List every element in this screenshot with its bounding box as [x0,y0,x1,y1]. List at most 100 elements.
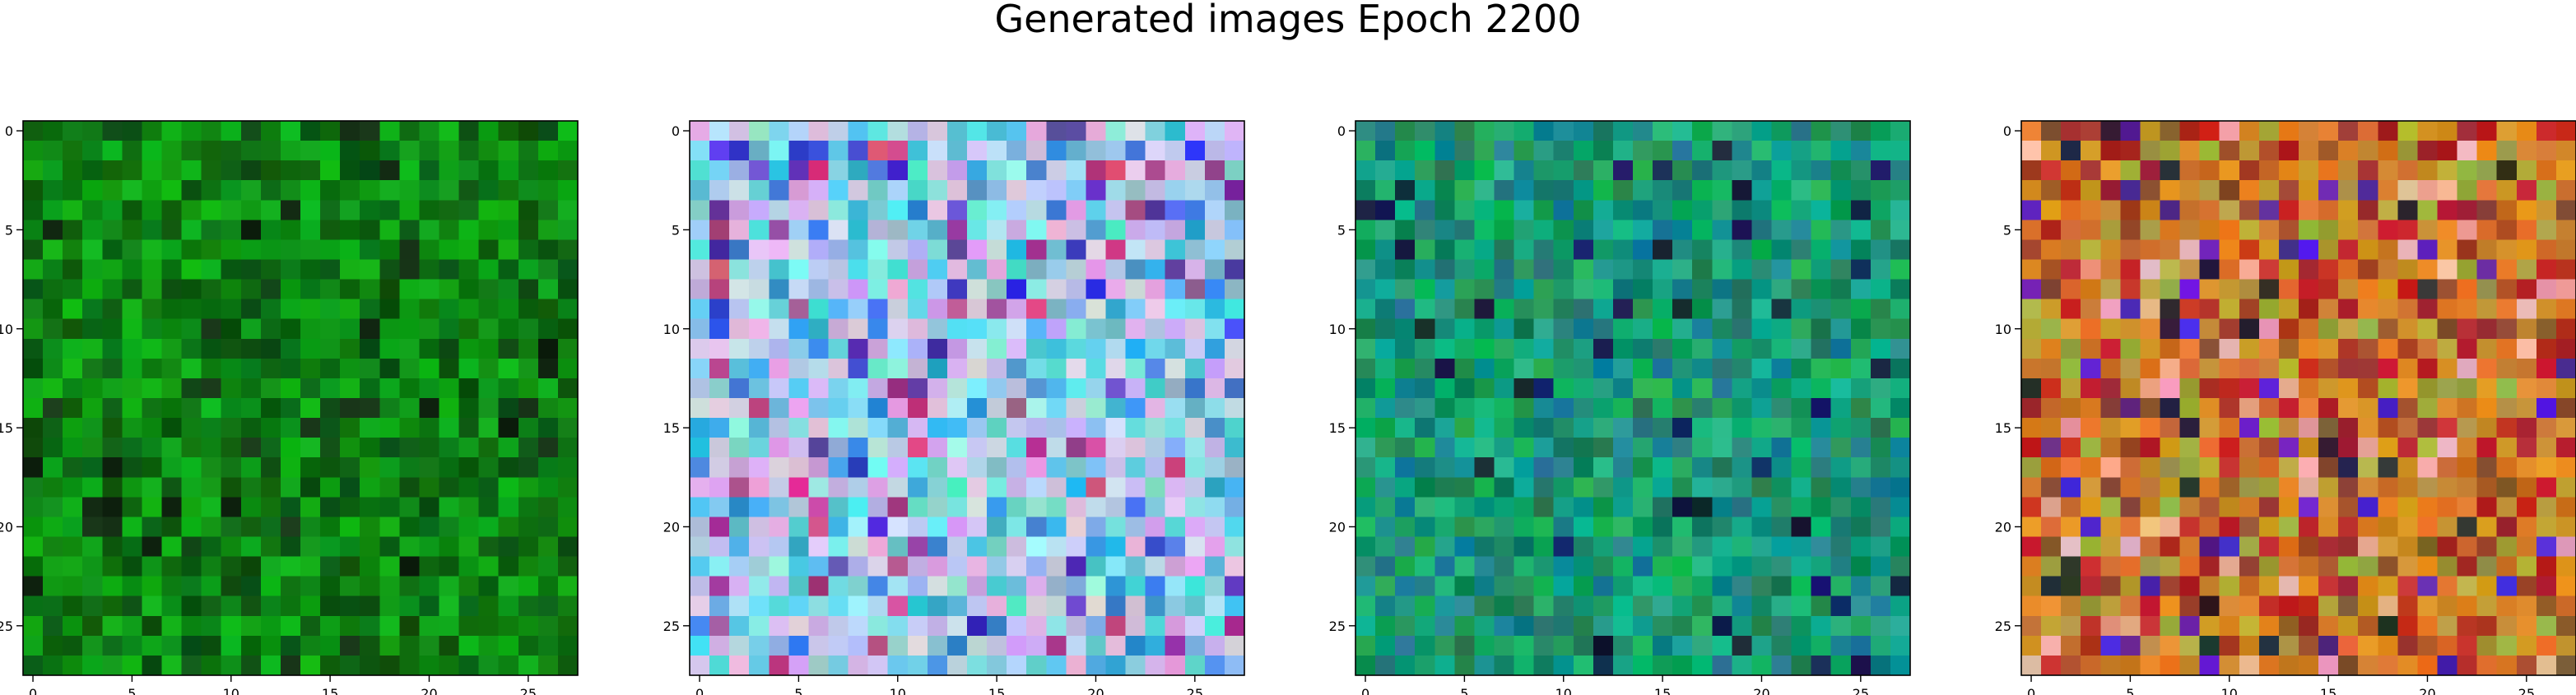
pixel [1771,536,1793,558]
pixel [946,398,968,419]
pixel [419,615,440,637]
pixel [1870,556,1891,577]
pixel [260,160,281,181]
pixel [1791,438,1812,458]
pixel [828,477,849,498]
pixel [360,279,380,300]
pixel [887,497,909,518]
pixel [1125,338,1146,359]
pixel [2476,536,2498,558]
pixel [1026,318,1047,340]
pixel [967,220,988,241]
pixel [1791,338,1812,359]
pixel [1434,615,1455,637]
pixel [1850,497,1872,518]
pixel [2358,556,2378,577]
pixel [1850,180,1872,201]
pixel [2219,299,2240,320]
pixel [458,595,480,617]
pixel [967,259,988,280]
pixel [63,477,83,498]
pixel [280,259,301,280]
pixel [2496,497,2518,518]
pixel [1573,279,1594,300]
pixel [2278,418,2299,438]
pixel [1204,595,1225,617]
pixel [122,239,143,261]
pixel [967,239,988,261]
pixel [729,279,750,300]
pixel [2160,398,2181,419]
pixel [2199,655,2220,676]
pixel [1830,398,1852,419]
pixel [2476,338,2498,359]
pixel [320,121,341,141]
pixel [2516,576,2537,597]
axes-frame [1355,120,1911,676]
pixel [1830,517,1852,538]
pixel [907,141,928,161]
pixel [887,121,909,141]
pixel [1145,655,1166,676]
pixel [280,398,301,419]
pixel [1712,259,1732,280]
pixel [1145,595,1166,617]
pixel [1395,457,1416,478]
pixel [1870,121,1891,141]
pixel [1533,595,1555,617]
pixel [43,615,63,637]
pixel [2100,378,2121,399]
pixel [1771,517,1793,538]
pixel [122,279,143,300]
pixel [537,239,559,261]
pixel [2437,121,2458,141]
pixel [518,536,539,558]
pixel [1653,655,1673,676]
pixel [2318,160,2339,181]
pixel [1573,457,1594,478]
pixel [2041,418,2062,438]
pixel [749,576,770,597]
pixel [2219,220,2240,241]
pixel [2338,615,2359,637]
pixel [2081,536,2101,558]
pixel [2041,517,2062,538]
pixel [2239,220,2260,241]
pixel [240,358,262,379]
pixel [1105,299,1127,320]
pixel [2100,655,2121,676]
pixel [1395,121,1416,141]
pixel [1007,299,1027,320]
pixel [122,457,143,478]
x-tick-label: 5 [128,686,136,695]
pixel [1771,438,1793,458]
pixel [1791,160,1812,181]
pixel [2536,259,2557,280]
pixel [1105,141,1127,161]
pixel [927,438,948,458]
pixel [1533,220,1555,241]
pixel [769,438,789,458]
pixel [419,655,440,676]
pixel [142,160,163,181]
pixel [2160,497,2181,518]
pixel [122,318,143,340]
pixel [2378,556,2398,577]
pixel [82,180,103,201]
pixel [498,536,519,558]
pixel [2140,180,2161,201]
pixel [181,141,202,161]
pixel [518,457,539,478]
pixel [769,220,789,241]
pixel [498,477,519,498]
pixel [340,200,360,220]
pixel [360,141,380,161]
pixel [2199,517,2220,538]
pixel [1612,418,1634,438]
pixel [967,338,988,359]
pixel [709,497,730,518]
pixel [1514,576,1535,597]
pixel [1184,595,1206,617]
pixel [1612,318,1634,340]
pixel [419,279,440,300]
